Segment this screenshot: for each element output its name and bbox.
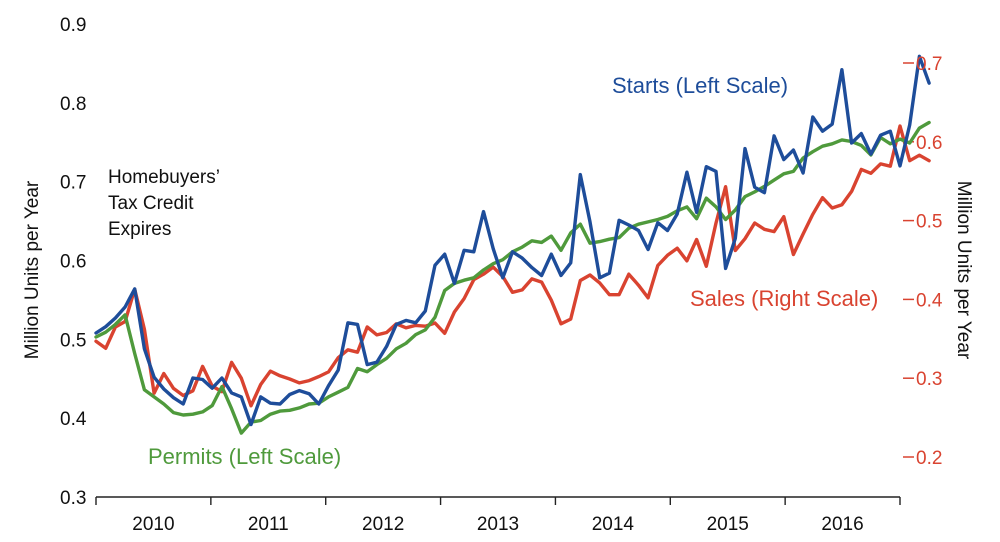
series-line-starts (94, 54, 931, 427)
y-tick-label-left-2: 0.5 (60, 330, 86, 351)
y-tick-label-left-4: 0.7 (60, 173, 86, 194)
y-tick-label-left-6: 0.9 (60, 15, 86, 36)
y-tick-label-right-3: 0.5 (916, 212, 942, 233)
x-tick-label-2010: 2010 (132, 514, 174, 535)
x-tick-label-2016: 2016 (821, 514, 863, 535)
y-tick-label-left-5: 0.8 (60, 94, 86, 115)
y-axis-label-right: Million Units per Year (953, 181, 974, 360)
tick-labels: 0.3 0.4 0.5 0.6 0.7 0.8 0.9 0.2 0.3 0.4 0.5 0.6 0.7 2… (60, 15, 943, 535)
x-tick-label-2012: 2012 (362, 514, 404, 535)
annotation-line-2: Tax Credit (108, 193, 194, 214)
series-lines (94, 54, 931, 435)
y-tick-label-right-4: 0.6 (916, 133, 942, 154)
y-tick-label-left-0: 0.3 (60, 488, 86, 509)
series-label-starts: Starts (Left Scale) (612, 73, 788, 98)
y-tick-label-right-1: 0.3 (916, 369, 942, 390)
y-axis-label-left: Million Units per Year (22, 180, 43, 359)
series-line-sales (94, 124, 931, 408)
y-tick-label-right-5: 0.7 (916, 54, 942, 75)
x-tick-label-2013: 2013 (477, 514, 519, 535)
annotation-line-3: Expires (108, 219, 171, 240)
y-tick-label-right-2: 0.4 (916, 290, 943, 311)
y-tick-label-left-1: 0.4 (60, 409, 87, 430)
annotation-line-1: Homebuyers’ (108, 167, 220, 188)
y-tick-label-right-0: 0.2 (916, 448, 942, 469)
tick-marks (95, 62, 914, 505)
series-label-sales: Sales (Right Scale) (690, 286, 878, 311)
x-tick-label-2015: 2015 (707, 514, 749, 535)
x-tick-label-2011: 2011 (248, 514, 289, 535)
x-tick-label-2014: 2014 (592, 514, 635, 535)
y-tick-label-left-3: 0.6 (60, 252, 86, 273)
series-label-permits: Permits (Left Scale) (148, 444, 341, 469)
